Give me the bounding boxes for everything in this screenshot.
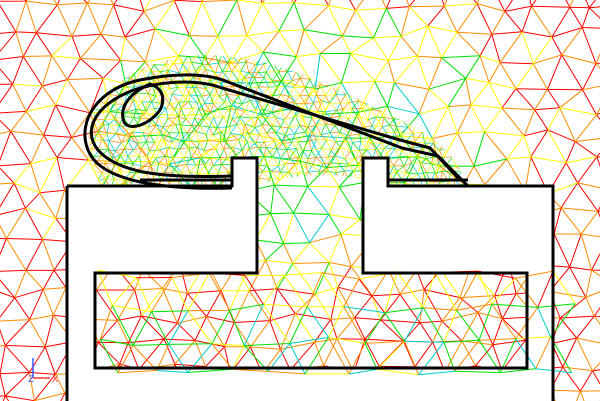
mesh-edges — [100, 303, 576, 375]
armature-arm-upper — [89, 80, 460, 180]
left-magnet-body — [67, 156, 555, 401]
x-axis-label: X — [52, 375, 58, 385]
armature-arm-lower — [83, 73, 470, 190]
mesh-edges — [156, 304, 572, 376]
mesh-edges — [100, 270, 554, 375]
z-axis-label: Z — [28, 375, 34, 385]
armature-hook — [121, 82, 165, 128]
axis-triad: Z X — [28, 358, 58, 385]
geometry-outline — [65, 73, 555, 401]
mesh-edges — [97, 269, 576, 376]
inner-slot-mesh-region — [97, 269, 576, 376]
mesh-edges — [68, 37, 482, 206]
